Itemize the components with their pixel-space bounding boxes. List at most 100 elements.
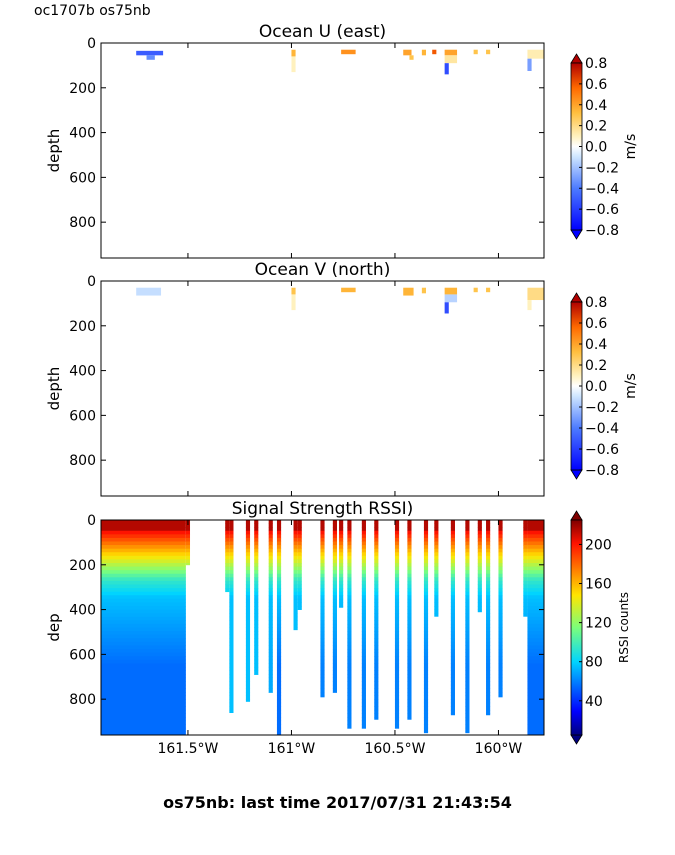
axes-frame (100, 280, 545, 497)
rssi-cell (465, 727, 470, 732)
rssi-cell (347, 530, 352, 535)
rssi-cell (486, 699, 491, 704)
rssi-cell (245, 684, 251, 689)
rssi-cell (394, 695, 400, 700)
rssi-cell (527, 731, 544, 735)
rssi-cell (450, 541, 455, 546)
rssi-cell (276, 670, 282, 675)
rssi-cell (245, 638, 251, 643)
rssi-cell (276, 666, 282, 671)
rssi-cell (332, 627, 337, 632)
rssi-cell (229, 638, 234, 643)
rssi-cell (394, 566, 400, 571)
rssi-cell (407, 555, 412, 560)
rssi-cell (465, 616, 470, 621)
rssi-cell (268, 555, 273, 560)
rssi-cell (423, 609, 429, 614)
plot-area (136, 287, 544, 314)
rssi-cell (101, 580, 186, 585)
rssi-cell (225, 548, 230, 553)
rssi-cell (486, 670, 491, 675)
y-tick-label: 400 (69, 603, 96, 619)
rssi-cell (276, 559, 282, 564)
rssi-cell (374, 656, 379, 661)
rssi-cell (477, 580, 482, 585)
rssi-cell (254, 656, 259, 661)
rssi-cell (394, 623, 400, 628)
rssi-cell (229, 552, 234, 557)
rssi-cell (101, 720, 186, 725)
rssi-cell (498, 563, 503, 567)
rssi-cell (293, 616, 298, 621)
rssi-cell (339, 552, 344, 557)
rssi-cell (498, 548, 503, 553)
rssi-cell (374, 688, 379, 693)
rssi-cell (101, 674, 186, 679)
rssi-cell (527, 688, 544, 693)
rssi-cell (320, 670, 325, 675)
rssi-cell (293, 598, 298, 603)
rssi-cell (268, 523, 273, 528)
rssi-cell (347, 652, 352, 657)
rssi-cell (268, 674, 273, 679)
colorbar-tick-label: 0.4 (585, 337, 607, 353)
rssi-cell (486, 559, 491, 564)
rssi-cell (374, 677, 379, 682)
rssi-cell (229, 692, 234, 696)
rssi-cell (394, 595, 400, 600)
rssi-cell (268, 545, 273, 550)
rssi-cell (229, 670, 234, 675)
rssi-cell (423, 692, 429, 696)
rssi-cell (245, 623, 251, 628)
rssi-cell (523, 545, 528, 550)
rssi-cell (276, 523, 282, 528)
rssi-cell (320, 598, 325, 603)
rssi-cell (254, 634, 259, 639)
rssi-cell (225, 570, 230, 575)
rssi-cell (374, 552, 379, 557)
rssi-cell (527, 530, 544, 535)
rssi-cell (245, 580, 251, 585)
rssi-cell (434, 570, 439, 575)
rssi-cell (450, 702, 455, 707)
rssi-cell (465, 559, 470, 564)
colorbar-extend-bottom (570, 229, 583, 240)
rssi-cell (498, 649, 503, 653)
rssi-cell (498, 631, 503, 636)
velocity-patch (291, 56, 296, 73)
rssi-cell (225, 573, 230, 578)
rssi-cell (276, 545, 282, 550)
colorbar-tick-label: −0.6 (585, 442, 619, 458)
rssi-cell (374, 620, 379, 625)
rssi-cell (498, 641, 503, 646)
rssi-cell (229, 534, 234, 539)
rssi-cell (527, 709, 544, 714)
rssi-cell (486, 613, 491, 618)
rssi-cell (347, 656, 352, 661)
rssi-cell (465, 641, 470, 646)
rssi-cell (254, 545, 259, 550)
rssi-cell (229, 609, 234, 614)
rssi-cell (229, 631, 234, 636)
rssi-cell (407, 577, 412, 582)
rssi-cell (320, 541, 325, 546)
rssi-cell (527, 541, 544, 546)
rssi-cell (320, 623, 325, 628)
y-tick-label: 600 (69, 170, 96, 186)
rssi-cell (407, 634, 412, 639)
rssi-cell (245, 523, 251, 528)
rssi-cell (498, 606, 503, 610)
velocity-patch (473, 287, 478, 293)
rssi-cell (332, 684, 337, 689)
y-tick-label: 0 (87, 274, 96, 290)
rssi-cell (229, 674, 234, 679)
y-tick-label: 200 (69, 319, 96, 335)
rssi-cell (332, 520, 337, 524)
rssi-cell (450, 638, 455, 643)
rssi-cell (465, 537, 470, 542)
rssi-cell (101, 566, 186, 571)
rssi-cell (450, 577, 455, 582)
rssi-cell (434, 523, 439, 528)
rssi-cell (101, 706, 186, 711)
rssi-cell (527, 602, 544, 607)
